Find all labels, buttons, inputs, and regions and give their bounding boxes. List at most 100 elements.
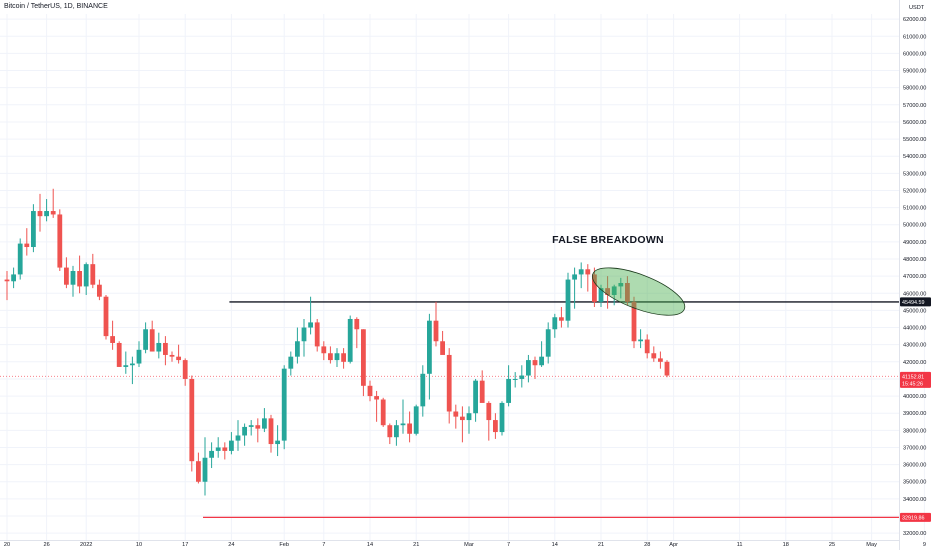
candle[interactable] — [176, 344, 181, 364]
candle[interactable] — [334, 348, 340, 367]
candle[interactable] — [143, 322, 148, 354]
candle[interactable] — [83, 262, 89, 295]
candle[interactable] — [163, 336, 168, 366]
candle[interactable] — [638, 329, 643, 349]
candle[interactable] — [512, 372, 518, 388]
candle[interactable] — [149, 320, 155, 352]
candle[interactable] — [559, 306, 564, 328]
candle[interactable] — [215, 437, 221, 458]
candle[interactable] — [321, 341, 327, 361]
candle[interactable] — [90, 253, 96, 289]
candle[interactable] — [460, 406, 465, 443]
candle[interactable] — [229, 432, 234, 455]
candle[interactable] — [11, 267, 16, 289]
candle[interactable] — [519, 365, 525, 388]
candle[interactable] — [592, 267, 597, 307]
candle[interactable] — [182, 358, 188, 386]
candle[interactable] — [598, 284, 604, 307]
candle[interactable] — [70, 265, 76, 297]
candle[interactable] — [301, 318, 307, 357]
candle[interactable] — [110, 320, 115, 350]
candle[interactable] — [493, 413, 498, 439]
candle[interactable] — [189, 375, 195, 472]
candle[interactable] — [479, 370, 485, 403]
candle[interactable] — [631, 296, 637, 349]
candle[interactable] — [242, 423, 247, 446]
candle[interactable] — [644, 334, 650, 359]
candle[interactable] — [123, 351, 129, 374]
candle[interactable] — [31, 204, 36, 253]
candle[interactable] — [328, 346, 333, 364]
candle[interactable] — [473, 378, 478, 422]
candle[interactable] — [394, 420, 399, 446]
candle[interactable] — [420, 365, 426, 417]
candle[interactable] — [17, 238, 23, 280]
candle[interactable] — [248, 420, 254, 436]
candle[interactable] — [611, 284, 617, 306]
candle[interactable] — [37, 193, 43, 232]
candle[interactable] — [585, 264, 591, 292]
candle[interactable] — [97, 279, 102, 301]
candle[interactable] — [77, 255, 82, 294]
candle[interactable] — [578, 262, 584, 289]
candle[interactable] — [202, 437, 208, 496]
candle[interactable] — [526, 354, 531, 383]
candle[interactable] — [565, 272, 571, 328]
candle[interactable] — [295, 327, 300, 364]
candle[interactable] — [50, 188, 56, 218]
candle[interactable] — [387, 423, 393, 445]
candle[interactable] — [651, 346, 657, 362]
candle[interactable] — [136, 341, 142, 367]
candle[interactable] — [413, 404, 419, 436]
candle[interactable] — [380, 397, 386, 427]
candle[interactable] — [532, 356, 538, 379]
candle[interactable] — [103, 294, 109, 340]
candle[interactable] — [354, 317, 360, 349]
candle[interactable] — [440, 330, 445, 355]
candle[interactable] — [347, 315, 353, 364]
candle[interactable] — [209, 442, 214, 469]
candle[interactable] — [658, 351, 663, 369]
candle[interactable] — [116, 341, 122, 367]
candle[interactable] — [156, 332, 162, 359]
candle[interactable] — [664, 360, 670, 378]
candle[interactable] — [288, 351, 294, 376]
candle[interactable] — [407, 411, 412, 443]
candle[interactable] — [374, 390, 379, 422]
candle[interactable] — [506, 365, 511, 407]
candle[interactable] — [235, 420, 241, 451]
candle[interactable] — [275, 425, 280, 457]
candle[interactable] — [400, 399, 406, 434]
candle[interactable] — [57, 209, 63, 272]
candle[interactable] — [545, 322, 551, 364]
candle[interactable] — [255, 418, 261, 443]
candle[interactable] — [486, 401, 492, 441]
candle[interactable] — [341, 348, 346, 369]
candle[interactable] — [262, 408, 267, 433]
candle[interactable] — [539, 341, 544, 367]
candle[interactable] — [499, 401, 505, 436]
candle[interactable] — [605, 276, 610, 309]
candle[interactable] — [169, 351, 175, 362]
candle[interactable] — [268, 414, 274, 453]
candle[interactable] — [222, 442, 228, 460]
candle[interactable] — [130, 356, 135, 385]
candle[interactable] — [44, 199, 49, 222]
candle[interactable] — [308, 296, 313, 335]
candle[interactable] — [552, 313, 558, 338]
candle[interactable] — [367, 380, 373, 402]
candle[interactable] — [64, 257, 69, 289]
candle[interactable] — [453, 404, 459, 429]
candle[interactable] — [281, 365, 287, 450]
candle[interactable] — [314, 318, 320, 352]
candle[interactable] — [427, 313, 432, 400]
candle[interactable] — [4, 271, 10, 301]
candle[interactable] — [24, 228, 30, 256]
candle[interactable] — [625, 276, 630, 306]
candle[interactable] — [361, 329, 366, 397]
candle[interactable] — [618, 277, 624, 299]
candle[interactable] — [446, 348, 452, 424]
candle[interactable] — [196, 452, 201, 484]
candle[interactable] — [466, 406, 472, 434]
